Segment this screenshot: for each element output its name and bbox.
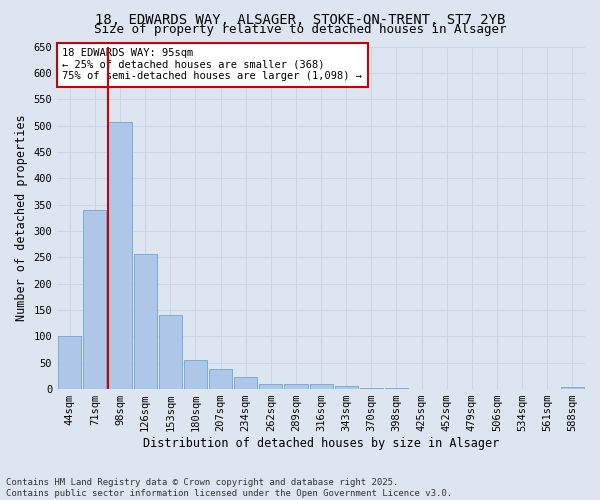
Bar (159, 316, 182, 389)
Text: Size of property relative to detached houses in Alsager: Size of property relative to detached ho… (94, 22, 506, 36)
Text: Contains HM Land Registry data © Crown copyright and database right 2025.
Contai: Contains HM Land Registry data © Crown c… (6, 478, 452, 498)
Y-axis label: Number of detached properties: Number of detached properties (15, 114, 28, 321)
Bar (83, 210, 106, 389)
Bar (134, 254, 157, 389)
Bar (385, 388, 408, 389)
Bar (460, 388, 484, 389)
Bar (184, 360, 207, 389)
Bar (561, 387, 584, 389)
Bar (284, 384, 308, 389)
Bar (310, 384, 332, 389)
Text: 18 EDWARDS WAY: 95sqm
← 25% of detached houses are smaller (368)
75% of semi-det: 18 EDWARDS WAY: 95sqm ← 25% of detached … (62, 48, 362, 82)
Bar (58, 336, 81, 389)
Bar (109, 122, 131, 389)
Bar (435, 388, 458, 389)
Bar (259, 384, 283, 389)
Bar (209, 369, 232, 389)
Bar (360, 388, 383, 389)
Bar (410, 388, 433, 389)
X-axis label: Distribution of detached houses by size in Alsager: Distribution of detached houses by size … (143, 437, 499, 450)
Bar (234, 378, 257, 389)
Text: 18, EDWARDS WAY, ALSAGER, STOKE-ON-TRENT, ST7 2YB: 18, EDWARDS WAY, ALSAGER, STOKE-ON-TRENT… (95, 12, 505, 26)
Bar (335, 386, 358, 389)
